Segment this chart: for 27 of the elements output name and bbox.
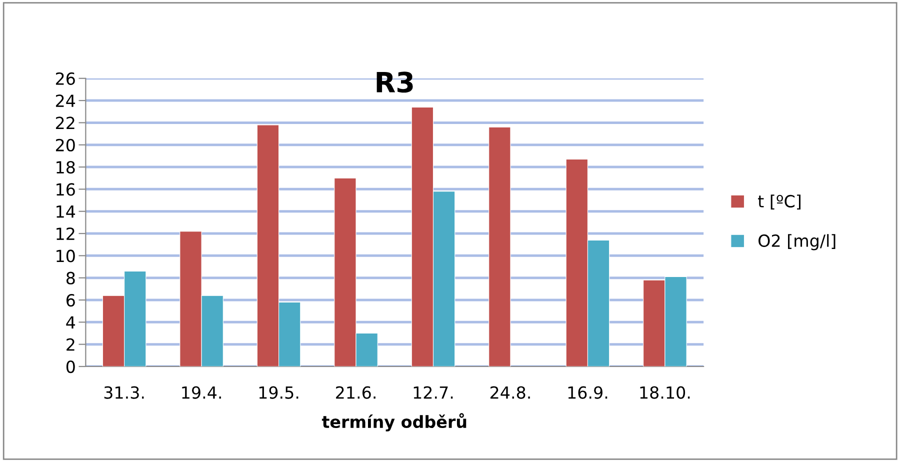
x-tick-label: 19.5.	[259, 386, 298, 399]
y-tick-label: 2	[66, 338, 74, 351]
x-tick-label: 31.3.	[104, 386, 144, 399]
y-tick-label: 8	[66, 272, 75, 284]
x-tick-label: 21.6.	[336, 386, 376, 399]
y-tick-label: 10	[56, 250, 75, 262]
y-tick-label: 24	[56, 94, 76, 107]
x-tick-label: 16.9.	[568, 386, 608, 399]
y-tick-label: 0	[66, 360, 75, 374]
x-tick-label: 19.4.	[182, 386, 221, 399]
y-tick-label: 26	[56, 72, 75, 85]
y-tick-label: 18	[56, 160, 75, 174]
chart-title: R3	[376, 72, 413, 93]
x-tick-label: 12.7.	[414, 386, 453, 399]
y-tick-label: 12	[56, 227, 74, 240]
x-axis-title: termíny odběrů	[322, 413, 466, 432]
y-tick-label: 4	[66, 316, 76, 328]
y-tick-label: 16	[56, 183, 75, 196]
y-tick-label: 20	[56, 138, 75, 152]
x-tick-label: 18.10.	[640, 386, 690, 399]
y-tick-label: 22	[56, 116, 74, 130]
x-tick-label: 24.8.	[490, 386, 530, 399]
y-tick-label: 14	[56, 206, 76, 218]
legend-label: O2 [mg/l]	[758, 234, 836, 250]
bar	[488, 126, 511, 366]
y-tick-label: 6	[66, 294, 75, 307]
legend-label: t [ºC]	[758, 194, 800, 210]
